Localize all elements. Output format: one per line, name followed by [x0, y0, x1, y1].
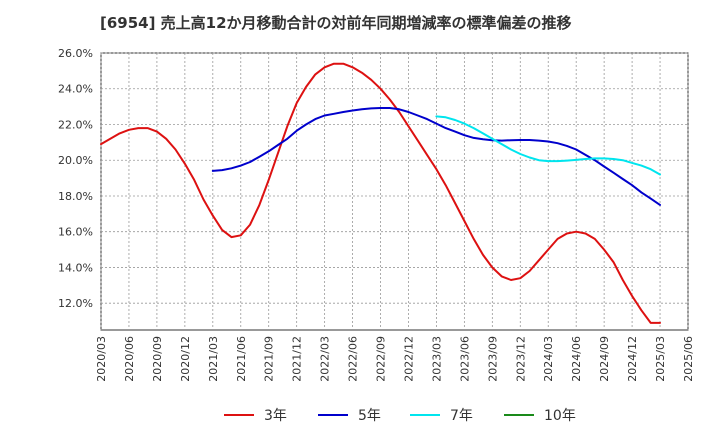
- y-tick-label: 18.0%: [58, 190, 93, 203]
- plot-frame: [100, 52, 689, 331]
- x-tick-label: 2021/09: [263, 336, 276, 382]
- x-tick-label: 2023/09: [486, 336, 499, 382]
- x-tick-label: 2022/03: [319, 336, 332, 382]
- y-tick-label: 14.0%: [58, 261, 93, 274]
- x-tick-label: 2023/03: [430, 336, 443, 382]
- x-tick-label: 2022/09: [375, 336, 388, 382]
- x-tick-label: 2024/12: [626, 336, 639, 382]
- x-tick-label: 2025/06: [682, 336, 695, 382]
- x-tick-label: 2024/06: [570, 336, 583, 382]
- x-tick-label: 2025/03: [654, 336, 667, 382]
- x-tick-label: 2023/12: [514, 336, 527, 382]
- x-axis: 2020/03 2020/06 2020/09 2020/12 2021/03 2021/…: [95, 336, 695, 382]
- legend-label-1: 3年: [264, 408, 287, 424]
- x-tick-label: 2022/12: [402, 336, 415, 382]
- x-tick-label: 2021/12: [291, 336, 304, 382]
- x-tick-label: 2020/06: [123, 336, 136, 382]
- series-layer: [100, 62, 661, 324]
- x-tick-label: 2022/06: [347, 336, 360, 382]
- y-tick-label: 24.0%: [58, 83, 93, 96]
- x-tick-label: 2021/03: [207, 336, 220, 382]
- x-tick-label: 2020/12: [179, 336, 192, 382]
- legend: 3年 5年 7年 10年: [224, 408, 576, 424]
- y-tick-label: 12.0%: [58, 297, 93, 310]
- y-tick-label: 16.0%: [58, 226, 93, 239]
- series-line-2: [211, 107, 661, 206]
- y-axis: 12.0% 14.0% 16.0% 18.0% 20.0% 22.0% 24.0% 26.0%: [58, 47, 93, 310]
- legend-label-4: 10年: [544, 408, 576, 424]
- y-tick-label: 22.0%: [58, 118, 93, 131]
- y-tick-label: 20.0%: [58, 154, 93, 167]
- x-tick-label: 2020/03: [95, 336, 108, 382]
- legend-label-3: 7年: [450, 408, 473, 424]
- y-tick-label: 26.0%: [58, 47, 93, 60]
- x-tick-label: 2024/09: [598, 336, 611, 382]
- chart-title: [6954] 売上高12か月移動合計の対前年同期増減率の標準偏差の推移: [100, 14, 572, 32]
- plot-area: [100, 52, 689, 331]
- x-tick-label: 2020/09: [151, 336, 164, 382]
- series-line-1: [100, 62, 661, 324]
- series-line-3: [435, 115, 661, 176]
- x-tick-label: 2021/06: [235, 336, 248, 382]
- legend-label-2: 5年: [358, 408, 381, 424]
- x-tick-label: 2024/03: [542, 336, 555, 382]
- x-tick-label: 2023/06: [458, 336, 471, 382]
